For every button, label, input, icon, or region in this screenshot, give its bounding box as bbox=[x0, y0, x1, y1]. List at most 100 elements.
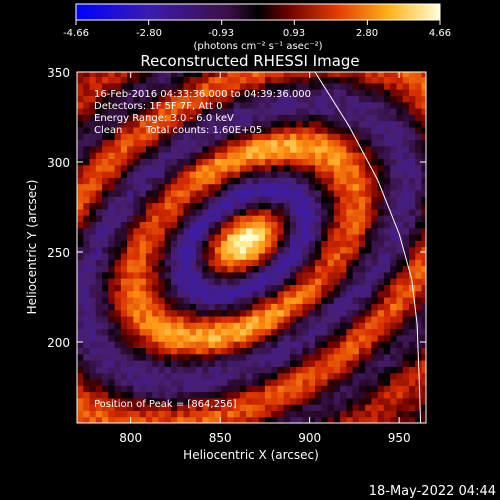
heatmap-cell bbox=[390, 341, 398, 348]
heatmap-cell bbox=[183, 378, 191, 386]
heatmap-cell bbox=[114, 309, 122, 317]
heatmap-cell bbox=[183, 303, 191, 311]
heatmap-cell bbox=[139, 366, 147, 374]
heatmap-cell bbox=[333, 322, 341, 330]
heatmap-cell bbox=[214, 334, 222, 342]
heatmap-cell bbox=[139, 234, 147, 241]
heatmap-cell bbox=[233, 89, 241, 96]
heatmap-cell bbox=[95, 126, 103, 134]
heatmap-cell bbox=[327, 259, 335, 267]
heatmap-cell bbox=[145, 278, 153, 285]
heatmap-cell bbox=[239, 133, 247, 141]
heatmap-cell bbox=[421, 120, 426, 128]
heatmap-cell bbox=[102, 315, 109, 323]
heatmap-cell bbox=[321, 133, 329, 141]
heatmap-cell bbox=[214, 196, 222, 204]
heatmap-cell bbox=[158, 221, 166, 229]
heatmap-cell bbox=[321, 208, 329, 216]
heatmap-cell bbox=[227, 246, 235, 254]
heatmap-cell bbox=[120, 290, 128, 298]
heatmap-cell bbox=[264, 290, 272, 298]
heatmap-cell bbox=[377, 202, 385, 210]
heatmap-cell bbox=[283, 114, 291, 122]
heatmap-cell bbox=[308, 322, 316, 330]
heatmap-cell bbox=[315, 410, 322, 418]
heatmap-cell bbox=[133, 227, 141, 235]
heatmap-cell bbox=[271, 410, 279, 418]
heatmap-cell bbox=[183, 126, 191, 134]
heatmap-cell bbox=[252, 95, 260, 103]
heatmap-cell bbox=[377, 404, 385, 411]
heatmap-cell bbox=[221, 341, 228, 348]
heatmap-cell bbox=[308, 246, 316, 254]
heatmap-cell bbox=[189, 372, 197, 380]
heatmap-cell bbox=[170, 391, 178, 399]
heatmap-cell bbox=[327, 378, 335, 386]
heatmap-cell bbox=[202, 328, 210, 336]
heatmap-cell bbox=[133, 246, 141, 254]
heatmap-cell bbox=[346, 259, 354, 267]
heatmap-cell bbox=[409, 139, 416, 147]
heatmap-cell bbox=[202, 82, 210, 90]
heatmap-cell bbox=[158, 82, 166, 90]
heatmap-cell bbox=[233, 221, 241, 229]
heatmap-cell bbox=[133, 385, 141, 393]
heatmap-cell bbox=[114, 360, 122, 367]
heatmap-cell bbox=[264, 341, 272, 348]
heatmap-cell bbox=[114, 271, 122, 279]
heatmap-cell bbox=[120, 152, 128, 159]
heatmap-cell bbox=[352, 101, 360, 109]
heatmap-cell bbox=[202, 360, 210, 367]
heatmap-cell bbox=[152, 284, 160, 292]
heatmap-cell bbox=[189, 126, 197, 134]
heatmap-cell bbox=[102, 240, 109, 248]
heatmap-cell bbox=[95, 271, 103, 279]
heatmap-cell bbox=[120, 158, 128, 166]
heatmap-cell bbox=[108, 76, 116, 84]
heatmap-cell bbox=[277, 234, 285, 241]
heatmap-cell bbox=[233, 189, 241, 197]
heatmap-cell bbox=[114, 139, 122, 147]
heatmap-cell bbox=[308, 309, 316, 317]
heatmap-cell bbox=[127, 360, 134, 367]
heatmap-cell bbox=[77, 196, 84, 204]
heatmap-cell bbox=[277, 72, 285, 78]
heatmap-cell bbox=[296, 416, 304, 423]
heatmap-cell bbox=[296, 164, 304, 172]
heatmap-cell bbox=[358, 315, 366, 323]
heatmap-cell bbox=[421, 183, 426, 191]
heatmap-cell bbox=[77, 114, 84, 122]
heatmap-cell bbox=[283, 385, 291, 393]
heatmap-cell bbox=[409, 372, 416, 380]
heatmap-cell bbox=[315, 183, 322, 191]
heatmap-cell bbox=[221, 227, 228, 235]
heatmap-cell bbox=[246, 246, 253, 254]
heatmap-cell bbox=[164, 334, 172, 342]
heatmap-cell bbox=[383, 265, 391, 273]
heatmap-cell bbox=[77, 328, 84, 336]
heatmap-cell bbox=[208, 334, 216, 342]
heatmap-cell bbox=[402, 252, 410, 260]
heatmap-cell bbox=[308, 252, 316, 260]
heatmap-cell bbox=[258, 252, 266, 260]
heatmap-cell bbox=[315, 271, 322, 279]
heatmap-cell bbox=[402, 397, 410, 405]
heatmap-cell bbox=[271, 404, 279, 411]
heatmap-cell bbox=[170, 271, 178, 279]
heatmap-cell bbox=[108, 120, 116, 128]
heatmap-cell bbox=[390, 208, 398, 216]
heatmap-cell bbox=[189, 360, 197, 367]
heatmap-cell bbox=[196, 278, 203, 285]
heatmap-cell bbox=[95, 391, 103, 399]
heatmap-cell bbox=[227, 133, 235, 141]
heatmap-cell bbox=[321, 246, 329, 254]
heatmap-cell bbox=[214, 133, 222, 141]
heatmap-cell bbox=[233, 341, 241, 348]
heatmap-cell bbox=[246, 259, 253, 267]
heatmap-cell bbox=[283, 164, 291, 172]
heatmap-cell bbox=[102, 397, 109, 405]
heatmap-cell bbox=[170, 322, 178, 330]
heatmap-cell bbox=[89, 114, 97, 122]
heatmap-cell bbox=[108, 372, 116, 380]
heatmap-cell bbox=[421, 341, 426, 348]
